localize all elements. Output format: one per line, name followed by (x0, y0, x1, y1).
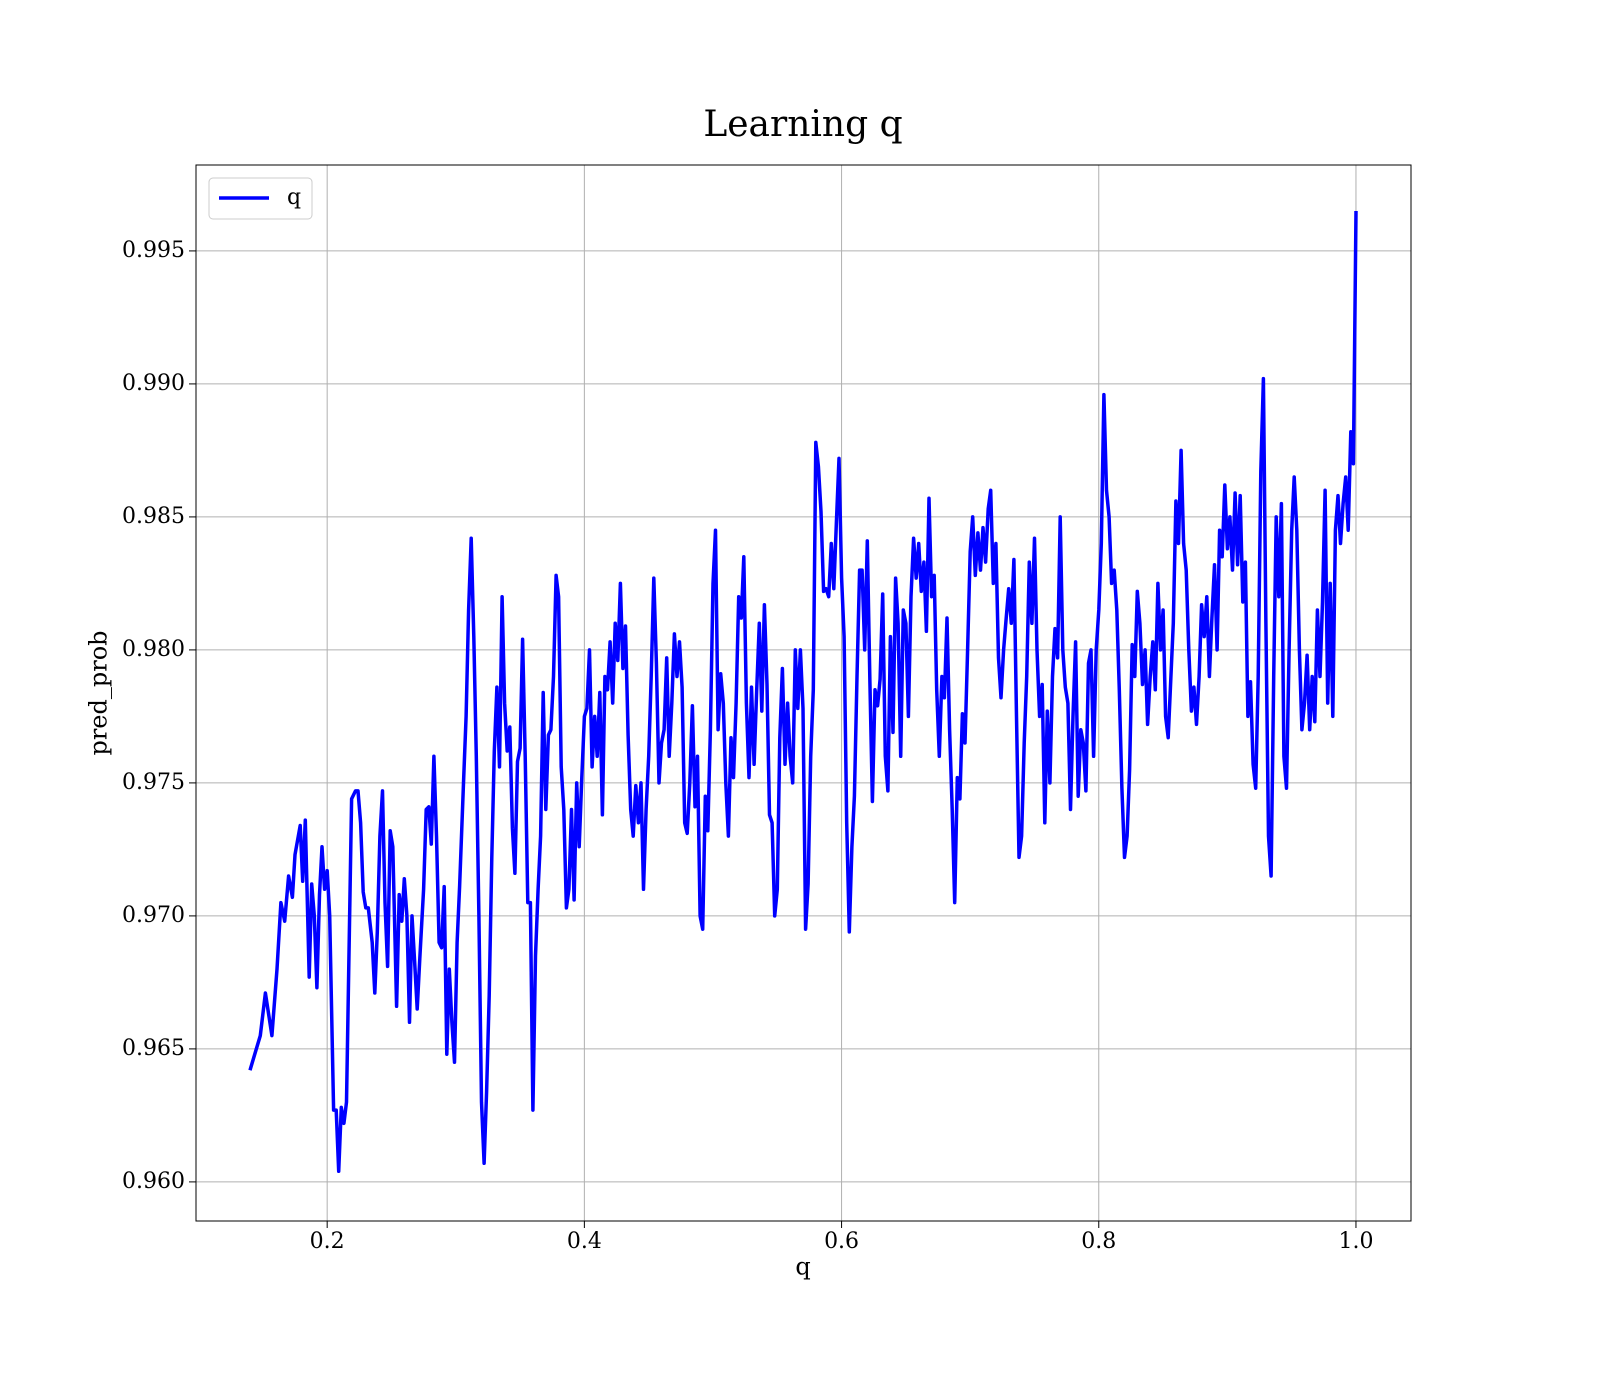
x-tick-label: 0.6 (824, 1229, 859, 1254)
x-tick-label: 1.0 (1338, 1229, 1373, 1254)
y-axis-label: pred_prob (85, 630, 113, 755)
y-tick-label: 0.970 (122, 903, 185, 928)
y-tick-label: 0.980 (122, 637, 185, 662)
y-tick-label: 0.985 (122, 504, 185, 529)
x-tick-label: 0.8 (1081, 1229, 1116, 1254)
y-tick-label: 0.965 (122, 1036, 185, 1061)
axes-frame (195, 164, 1412, 1222)
y-tick-label: 0.990 (122, 371, 185, 396)
chart-title: Learning q (703, 104, 902, 145)
legend-label: q (287, 185, 301, 210)
x-tick-label: 0.4 (567, 1229, 602, 1254)
y-tick-label: 0.960 (122, 1169, 185, 1194)
y-tick-label: 0.995 (122, 238, 185, 263)
x-tick-label: 0.2 (310, 1229, 345, 1254)
y-tick-label: 0.975 (122, 770, 185, 795)
x-axis-label: q (795, 1253, 810, 1281)
data-line (248, 210, 1358, 1174)
